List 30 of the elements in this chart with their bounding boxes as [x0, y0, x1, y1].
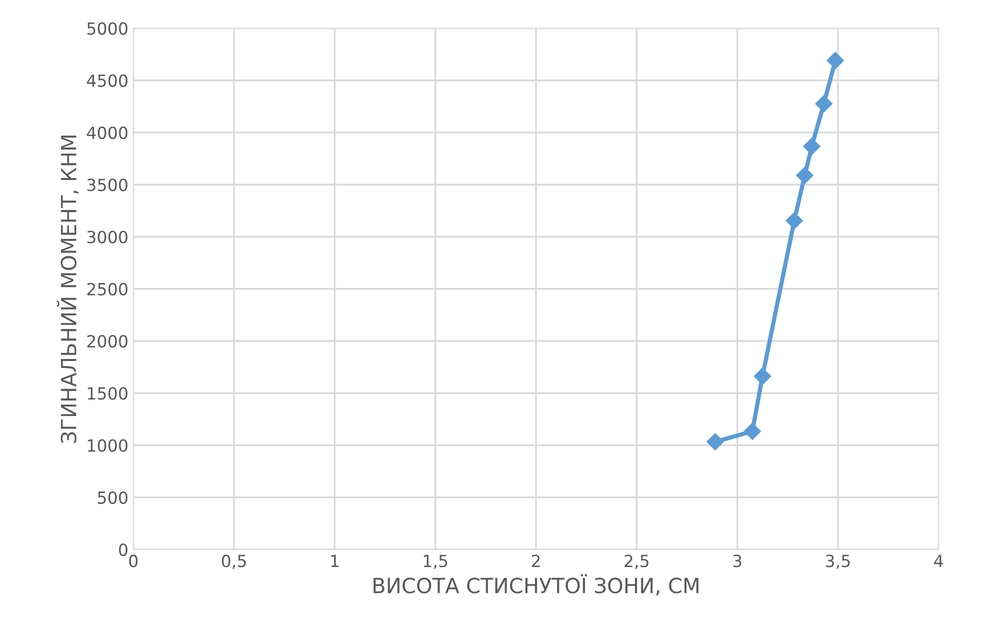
y-tick-label: 3500: [87, 178, 128, 192]
point: [796, 166, 814, 184]
y-tick-label: 1000: [88, 439, 128, 452]
x-tick-label: 1,5: [424, 554, 448, 569]
point: [815, 95, 832, 112]
y-tick-label: 500: [98, 491, 128, 504]
y-tick-label: 5000: [87, 22, 128, 35]
y-tick-label: 4000: [86, 126, 128, 140]
x-tick-label: 1: [331, 554, 338, 568]
point: [754, 368, 772, 385]
x-tick-label: 3,5: [826, 554, 850, 569]
y-tick-label: 4500: [86, 74, 128, 87]
x-axis-title: ВИСОТА СТИСНУТОЇ ЗОНИ, СМ: [374, 574, 698, 596]
x-tick-label: 2,5: [624, 554, 648, 569]
y-tick-label: 0: [119, 543, 128, 556]
y-tick-label: 2500: [87, 282, 128, 296]
x-tick-label: 0,5: [222, 554, 246, 569]
point: [706, 433, 724, 450]
point: [786, 212, 803, 230]
y-tick-label: 3000: [87, 230, 128, 244]
y-tick-label: 2000: [87, 334, 128, 348]
point: [826, 52, 844, 70]
x-tick-label: 4: [934, 554, 943, 568]
x-tick-label: 0: [129, 554, 138, 568]
x-tick-label: 3: [733, 554, 742, 568]
point: [803, 138, 820, 155]
y-tick-label: 1500: [88, 387, 128, 400]
y-axis-title: ЗГИНАЛЬНИЙ МОМЕНТ, КНМ: [56, 136, 79, 443]
point: [744, 422, 761, 440]
x-tick-label: 2: [532, 554, 540, 568]
